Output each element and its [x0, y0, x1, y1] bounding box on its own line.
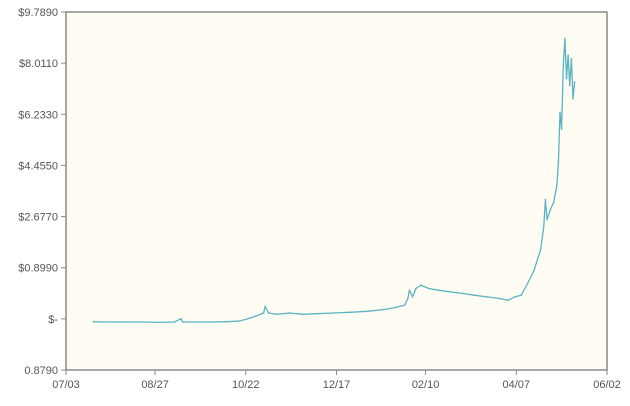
data-point: [181, 321, 184, 323]
data-point: [193, 321, 195, 323]
data-point: [557, 161, 560, 164]
y-tick-label: 0.8790: [24, 365, 58, 377]
data-point: [552, 202, 555, 204]
data-point: [570, 57, 573, 60]
data-point: [562, 64, 565, 67]
data-point: [407, 297, 409, 300]
x-tick-label: 10/22: [232, 379, 260, 391]
x-tick-label: 12/17: [323, 379, 351, 391]
data-point: [415, 287, 417, 290]
data-point: [316, 312, 318, 315]
data-point: [520, 294, 522, 297]
data-point: [180, 317, 182, 320]
y-tick-label: $4.4550: [18, 160, 58, 172]
x-tick-label: 06/02: [593, 379, 621, 391]
data-point: [142, 321, 145, 323]
data-point: [549, 208, 552, 211]
data-point: [543, 225, 545, 228]
data-point: [408, 289, 411, 292]
x-tick-label: 02/10: [412, 379, 440, 391]
data-point: [437, 289, 440, 292]
data-point: [572, 98, 574, 100]
data-point: [403, 304, 406, 307]
data-point: [267, 312, 270, 314]
data-point: [573, 81, 576, 83]
data-point: [92, 320, 95, 323]
data-point: [288, 312, 291, 314]
data-point: [211, 321, 213, 323]
y-tick-label: $8.0110: [19, 58, 58, 70]
data-point: [254, 315, 257, 318]
data-point: [394, 306, 396, 309]
data-point: [533, 269, 535, 271]
data-point: [264, 305, 267, 308]
data-point: [275, 313, 278, 316]
plot-area: [65, 11, 608, 371]
data-point: [262, 312, 265, 314]
data-point: [173, 321, 176, 323]
data-point: [238, 320, 241, 322]
data-point: [544, 198, 547, 201]
data-point: [559, 111, 561, 114]
data-point: [100, 321, 103, 323]
data-point: [507, 299, 510, 302]
data-point: [113, 321, 116, 323]
data-point: [301, 313, 304, 316]
data-point: [332, 312, 335, 314]
data-point: [556, 185, 558, 187]
data-point: [567, 54, 569, 57]
data-point: [126, 321, 129, 323]
data-point: [499, 297, 501, 300]
data-point: [419, 284, 422, 286]
series-layer: [92, 37, 576, 324]
data-point: [539, 249, 542, 251]
data-point: [245, 318, 247, 321]
data-point: [449, 291, 451, 293]
y-tick-label: $9.7890: [18, 7, 58, 19]
y-axis: $9.7890 $8.0110 $6.2330 $4.4550 $2.6770 $0.89…: [18, 7, 66, 377]
x-tick-label: 08/27: [141, 379, 169, 391]
data-point: [225, 320, 228, 323]
data-point: [513, 296, 516, 298]
x-tick-label: 04/07: [503, 379, 531, 391]
x-axis: 07/03 08/27 10/22 12/17 02/10 04/07 06/02: [52, 370, 621, 391]
data-point: [486, 296, 488, 298]
data-point: [159, 321, 161, 324]
y-tick-label: $-: [48, 314, 58, 326]
plot-frame: [65, 11, 608, 371]
x-tick-label: 07/03: [52, 379, 80, 391]
y-tick-label: $2.6770: [18, 212, 58, 224]
data-point: [428, 287, 430, 290]
data-point: [411, 296, 414, 298]
data-point: [382, 308, 385, 311]
data-point: [366, 310, 369, 313]
data-point: [560, 128, 563, 130]
y-tick-label: $6.2330: [18, 109, 58, 121]
data-point: [565, 77, 568, 80]
data-point: [462, 292, 464, 295]
data-point: [568, 84, 571, 87]
data-point: [546, 218, 548, 221]
data-point: [526, 282, 529, 285]
data-point: [473, 294, 476, 297]
y-tick-label: $0.8990: [18, 263, 58, 275]
data-point: [348, 311, 351, 314]
data-point: [564, 37, 566, 40]
